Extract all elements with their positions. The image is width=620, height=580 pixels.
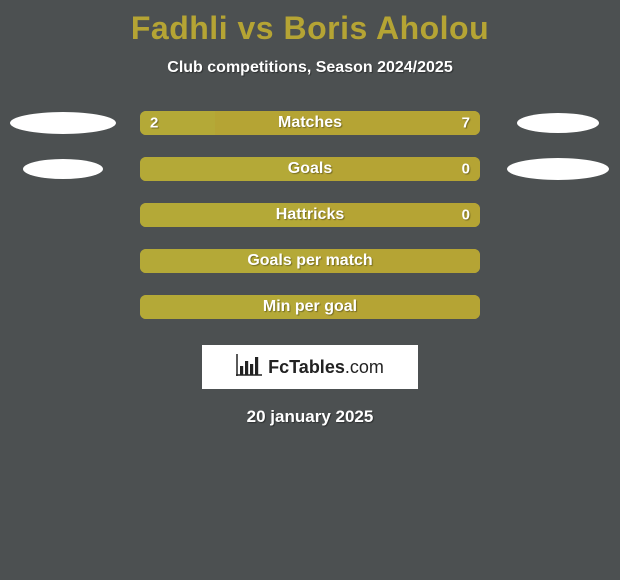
ellipse-slot-left — [5, 249, 120, 273]
stat-label: Goals per match — [247, 252, 372, 270]
stat-row: Goals per match — [5, 249, 615, 273]
bar-chart-icon — [236, 354, 262, 381]
stat-bar-right — [310, 157, 480, 181]
page-title: Fadhli vs Boris Aholou — [0, 0, 620, 47]
logo-box: FcTables.com — [202, 345, 418, 389]
decor-ellipse-left — [23, 159, 103, 179]
stat-bar: Goals per match — [140, 249, 480, 273]
logo-text-main: FcTables — [268, 357, 345, 377]
stat-bar: 2 7 Matches — [140, 111, 480, 135]
logo-text: FcTables.com — [268, 357, 384, 378]
stat-value-right: 0 — [462, 161, 470, 178]
decor-ellipse-left — [10, 112, 116, 134]
ellipse-slot-right — [500, 111, 615, 135]
ellipse-slot-left — [5, 157, 120, 181]
stat-rows: 2 7 Matches 0 Goals 0 Hattricks Goals per match… — [0, 111, 620, 319]
ellipse-slot-left — [5, 111, 120, 135]
stat-value-right: 7 — [462, 115, 470, 132]
ellipse-slot-left — [5, 203, 120, 227]
ellipse-slot-right — [500, 203, 615, 227]
stat-label: Hattricks — [276, 206, 344, 224]
subtitle: Club competitions, Season 2024/2025 — [0, 59, 620, 77]
stat-bar: 0 Goals — [140, 157, 480, 181]
ellipse-slot-right — [500, 295, 615, 319]
ellipse-slot-right — [500, 157, 615, 181]
stat-label: Matches — [278, 114, 342, 132]
stat-row: 0 Goals — [5, 157, 615, 181]
stat-bar: Min per goal — [140, 295, 480, 319]
decor-ellipse-right — [507, 158, 609, 180]
stat-bar-left — [140, 157, 310, 181]
stat-row: Min per goal — [5, 295, 615, 319]
logo-text-suffix: .com — [345, 357, 384, 377]
date-label: 20 january 2025 — [0, 407, 620, 427]
stat-bar-right — [215, 111, 480, 135]
ellipse-slot-right — [500, 249, 615, 273]
comparison-card: Fadhli vs Boris Aholou Club competitions… — [0, 0, 620, 580]
decor-ellipse-right — [517, 113, 599, 133]
stat-value-left: 2 — [150, 115, 158, 132]
ellipse-slot-left — [5, 295, 120, 319]
stat-value-right: 0 — [462, 207, 470, 224]
stat-row: 2 7 Matches — [5, 111, 615, 135]
stat-bar: 0 Hattricks — [140, 203, 480, 227]
stat-label: Min per goal — [263, 298, 357, 316]
stat-label: Goals — [288, 160, 332, 178]
stat-row: 0 Hattricks — [5, 203, 615, 227]
